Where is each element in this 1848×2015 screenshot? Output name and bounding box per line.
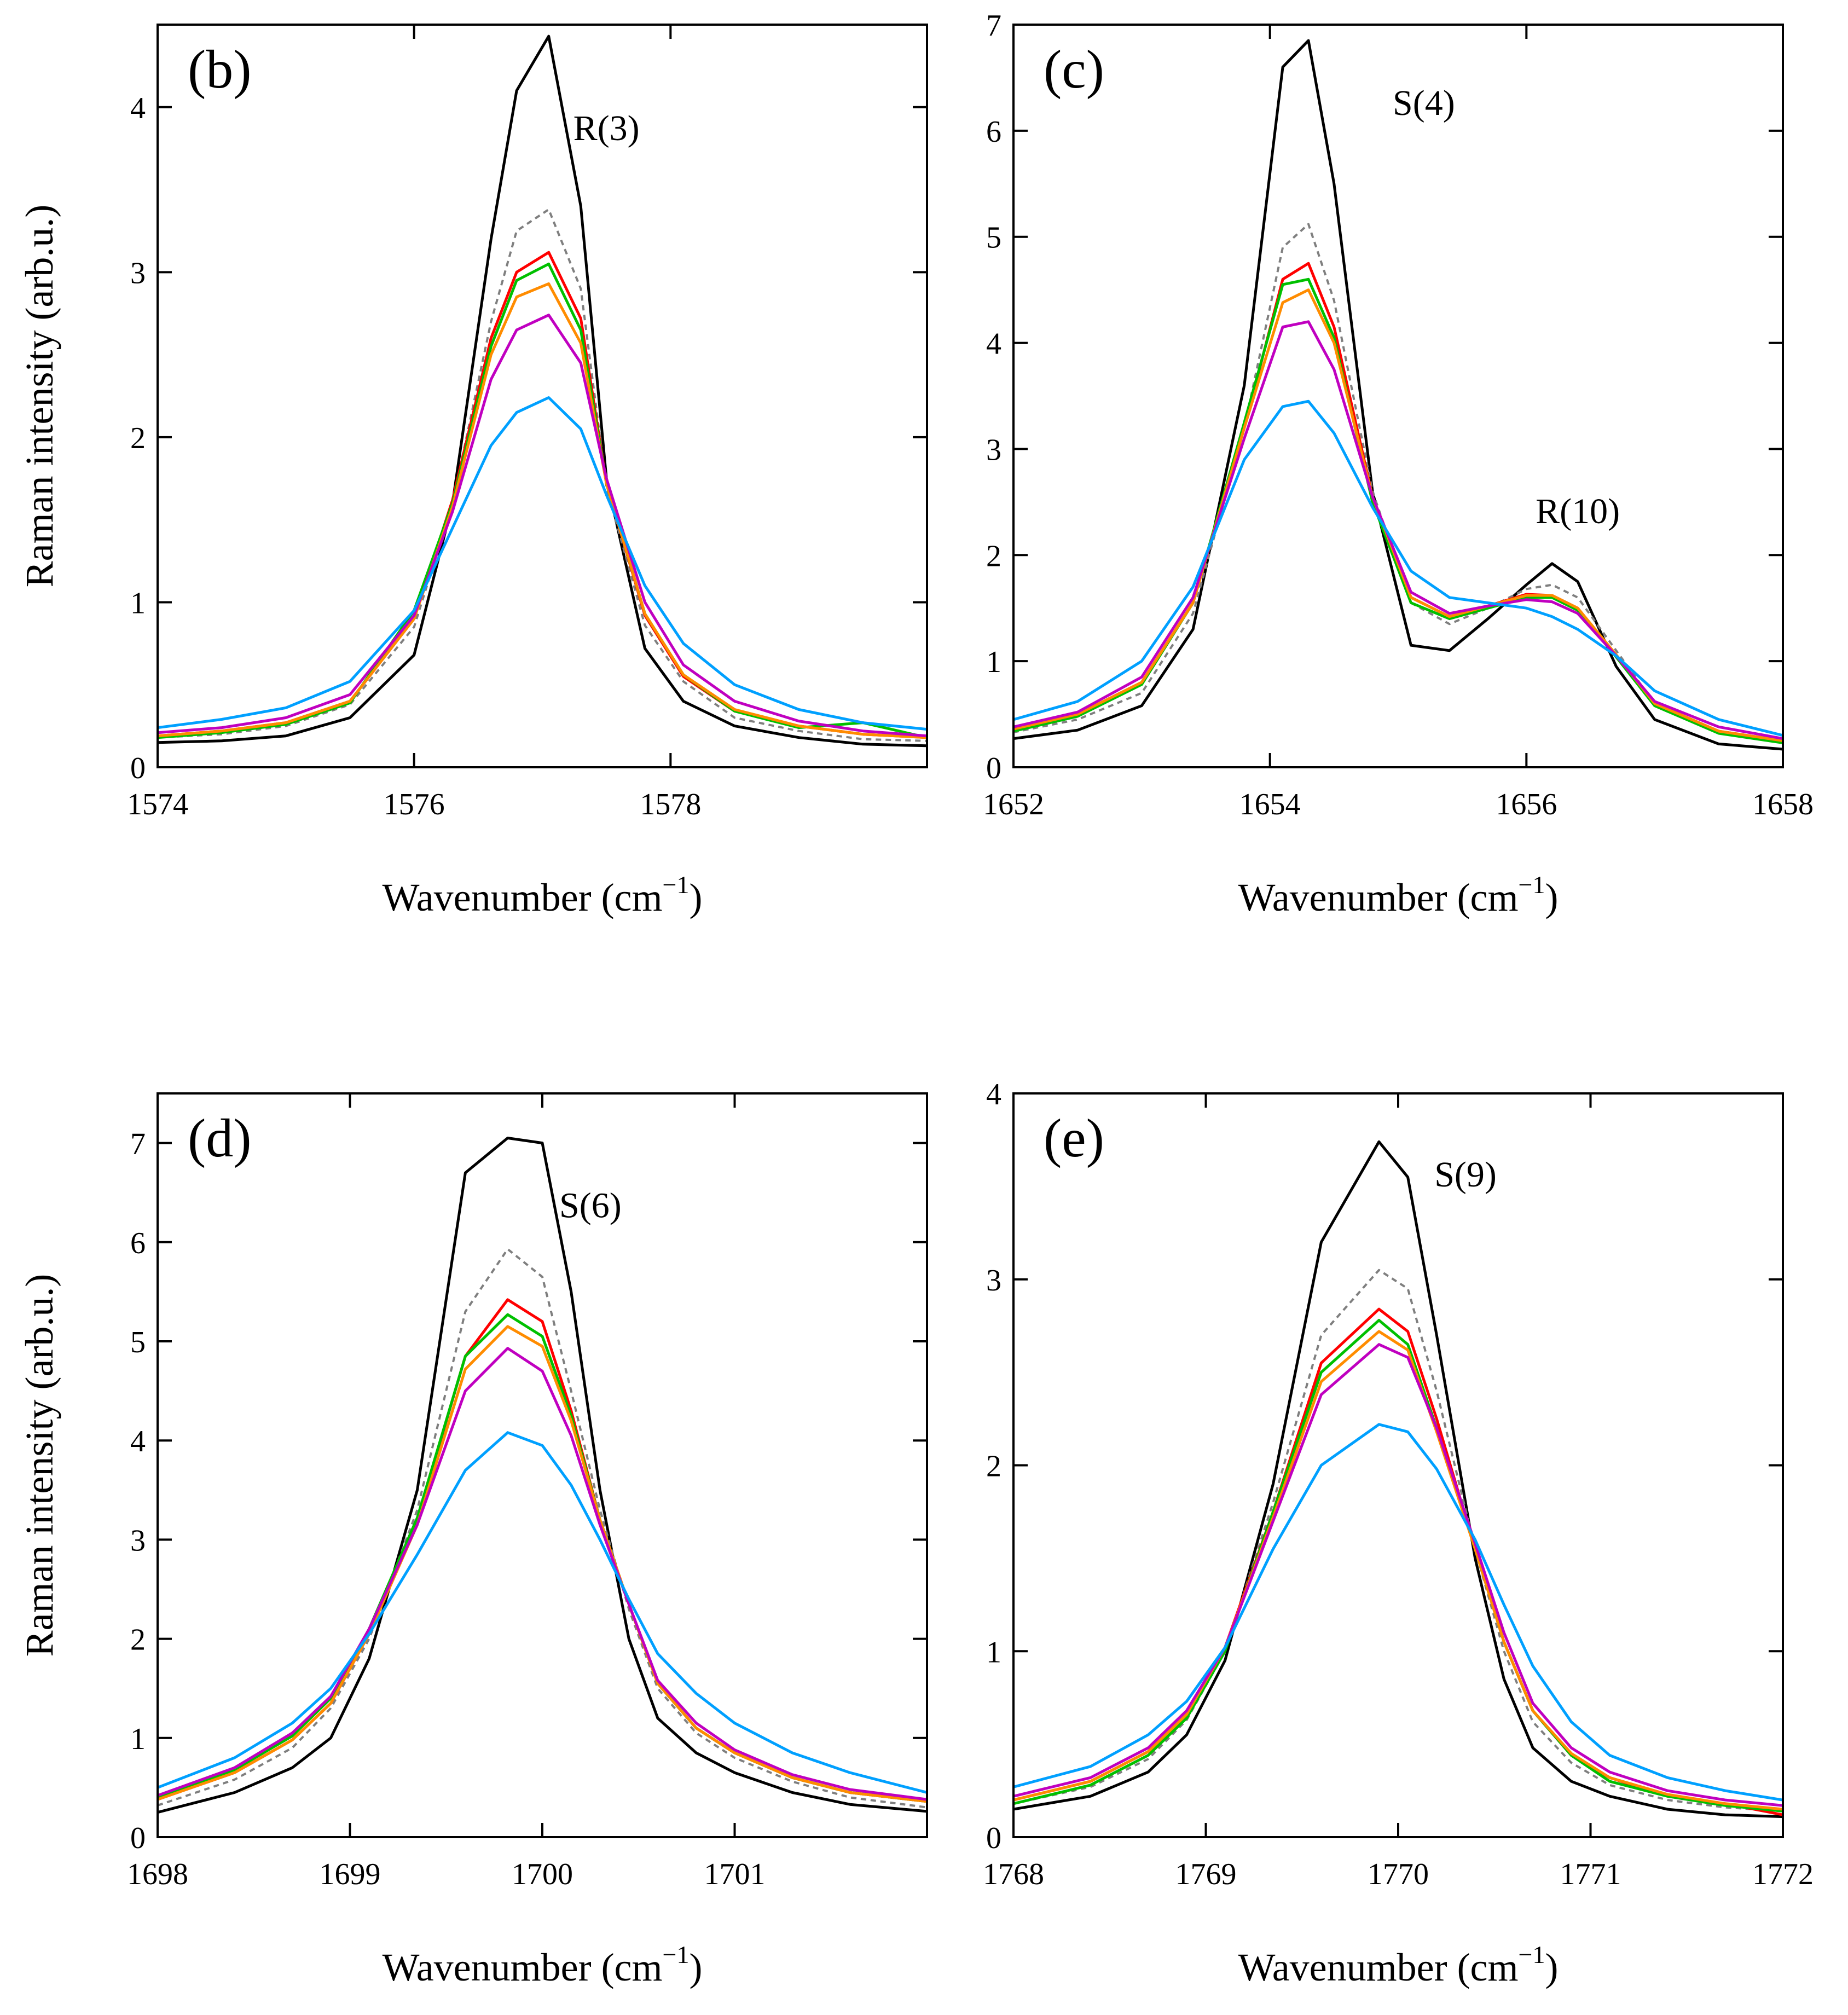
- panel-label: (c): [1044, 39, 1104, 100]
- x-tick-label: 1700: [512, 1857, 573, 1891]
- x-tick-label: 1698: [127, 1857, 188, 1891]
- x-tick-label: 1658: [1752, 788, 1814, 821]
- y-tick-label: 2: [130, 1623, 146, 1657]
- y-tick-label: 2: [986, 539, 1001, 573]
- y-tick-label: 0: [130, 1821, 146, 1855]
- series-line-black: [158, 34, 927, 748]
- x-axis-title-sup: −1: [663, 871, 690, 899]
- series-line-blue: [1013, 399, 1783, 737]
- series-line-orange: [158, 1325, 927, 1803]
- x-axis-title: Wavenumber (cm−1): [383, 871, 703, 919]
- y-tick-label: 5: [130, 1325, 146, 1359]
- x-tick-label: 1576: [384, 788, 445, 821]
- x-axis-title: Wavenumber (cm−1): [1238, 1941, 1559, 1989]
- peak-label: S(9): [1434, 1155, 1497, 1195]
- y-tick-label: 3: [130, 1524, 146, 1557]
- panel-label: (b): [188, 39, 252, 100]
- series-line-magenta: [1013, 1343, 1783, 1807]
- series-line-blue: [158, 1431, 927, 1794]
- y-tick-label: 4: [130, 1425, 146, 1458]
- x-tick-label: 1770: [1368, 1857, 1429, 1891]
- series-line-black: [1013, 39, 1783, 751]
- x-tick-label: 1768: [983, 1857, 1044, 1891]
- panel-3: 1768 1769 1770 1771 1772 0 1 2 3 4 Wavenumber (cm−…: [983, 1078, 1814, 1989]
- plot-frame: [157, 24, 928, 768]
- x-axis-title-main: Wavenumber (cm: [383, 1945, 663, 1989]
- y-tick-label: 7: [130, 1127, 146, 1161]
- x-tick-label: 1574: [127, 788, 188, 821]
- x-tick-label: 1772: [1752, 1857, 1814, 1891]
- panel-label: (d): [188, 1108, 252, 1168]
- series-line-black: [1013, 1140, 1783, 1819]
- y-tick-label: 1: [986, 645, 1001, 679]
- x-axis-title-sup: −1: [1519, 871, 1545, 899]
- panel-2: 1698 1699 1700 1701 0 1 2 3 4 5 6 7 Wavenumber (cm−1…: [18, 1092, 928, 1989]
- y-axis-title: Raman intensity (arb.u.): [18, 205, 61, 588]
- y-tick-label: 2: [986, 1450, 1001, 1484]
- x-axis-title-close: ): [689, 876, 702, 919]
- peak-label: S(4): [1393, 83, 1455, 123]
- y-tick-label: 1: [130, 1722, 146, 1756]
- x-axis-title-sup: −1: [663, 1941, 690, 1968]
- y-tick-label: 6: [986, 115, 1001, 149]
- y-tick-label: 5: [986, 221, 1001, 255]
- y-tick-label: 3: [986, 433, 1001, 467]
- panel-0: 1574 1576 1578 0 1 2 3 4 Wavenumber (cm−1) Raman …: [18, 24, 928, 919]
- plot-frame: [1012, 24, 1784, 768]
- series-line-magenta: [158, 314, 927, 738]
- x-tick-label: 1578: [640, 788, 701, 821]
- x-axis-title-close: ): [1545, 1945, 1558, 1989]
- x-axis-title-sup: −1: [1519, 1941, 1545, 1968]
- peak-label: R(3): [573, 108, 640, 148]
- y-tick-label: 3: [986, 1264, 1001, 1298]
- x-tick-label: 1699: [320, 1857, 381, 1891]
- y-tick-label: 1: [130, 586, 146, 620]
- x-axis-title-close: ): [1545, 876, 1558, 919]
- y-tick-label: 4: [130, 91, 146, 125]
- series-group: [1013, 1140, 1783, 1819]
- series-line-blue: [1013, 1423, 1783, 1802]
- series-line-gray-dashed: [1013, 223, 1783, 743]
- series-line-green: [1013, 1319, 1783, 1813]
- y-tick-label: 2: [130, 421, 146, 455]
- series-line-green: [158, 262, 927, 739]
- y-tick-label: 3: [130, 256, 146, 290]
- x-axis-title-main: Wavenumber (cm: [1238, 876, 1519, 919]
- y-tick-label: 0: [986, 751, 1001, 785]
- series-line-gray-dashed: [158, 1248, 927, 1809]
- x-axis-title-close: ): [689, 1945, 702, 1989]
- panel-label: (e): [1044, 1108, 1104, 1168]
- x-tick-label: 1652: [983, 788, 1044, 821]
- peak-label: S(6): [559, 1186, 622, 1226]
- panel-1: 1652 1654 1656 1658 0 1 2 3 4 5 6 7 Wavenumber (cm−1…: [983, 9, 1814, 919]
- series-line-gray-dashed: [1013, 1269, 1783, 1813]
- y-tick-label: 7: [986, 9, 1001, 43]
- y-tick-label: 1: [986, 1635, 1001, 1669]
- series-group: [158, 34, 927, 748]
- y-axis-title: Raman intensity (arb.u.): [18, 1274, 61, 1657]
- series-group: [158, 1137, 927, 1814]
- x-axis-title: Wavenumber (cm−1): [383, 1941, 703, 1989]
- x-axis-title-main: Wavenumber (cm: [1238, 1945, 1519, 1989]
- x-tick-label: 1654: [1239, 788, 1301, 821]
- series-line-magenta: [158, 1347, 927, 1801]
- y-tick-label: 4: [986, 1078, 1001, 1111]
- x-tick-label: 1701: [704, 1857, 766, 1891]
- series-line-blue: [158, 396, 927, 731]
- series-group: [1013, 39, 1783, 751]
- x-axis-title-main: Wavenumber (cm: [383, 876, 663, 919]
- x-tick-label: 1769: [1175, 1857, 1237, 1891]
- peak-label: R(10): [1536, 491, 1620, 531]
- y-tick-label: 0: [986, 1821, 1001, 1855]
- x-axis-title: Wavenumber (cm−1): [1238, 871, 1559, 919]
- x-tick-label: 1656: [1496, 788, 1557, 821]
- y-tick-label: 0: [130, 751, 146, 785]
- y-tick-label: 6: [130, 1226, 146, 1260]
- series-line-orange: [158, 282, 927, 739]
- x-tick-label: 1771: [1560, 1857, 1621, 1891]
- y-tick-label: 4: [986, 327, 1001, 361]
- series-line-black: [158, 1137, 927, 1814]
